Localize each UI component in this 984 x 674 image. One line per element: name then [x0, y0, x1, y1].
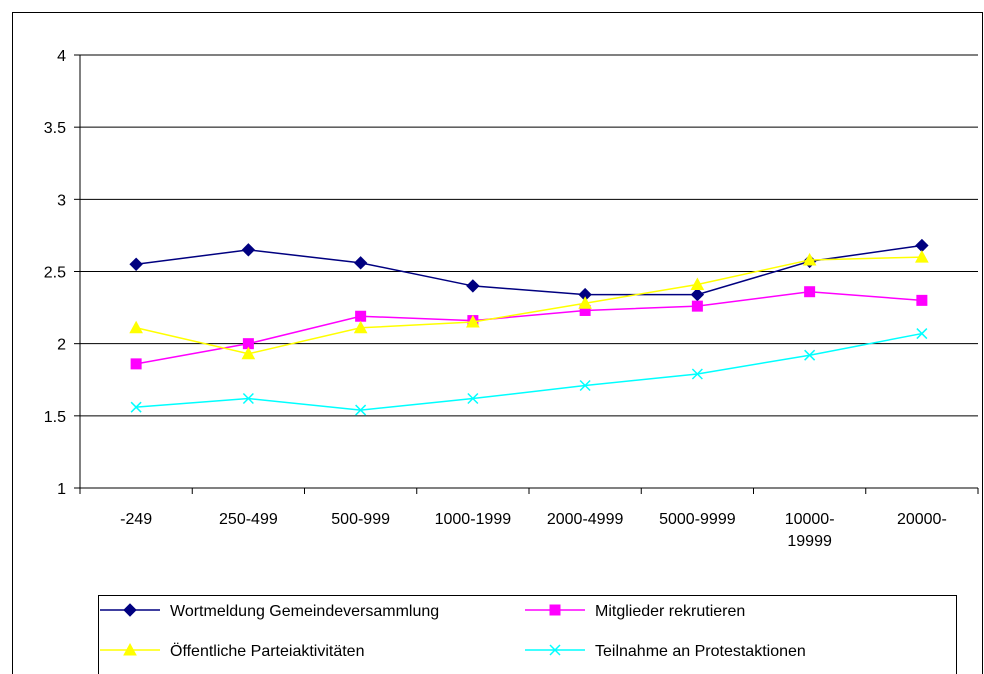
marker — [915, 250, 929, 263]
legend-label: Mitglieder rekrutieren — [595, 603, 745, 620]
marker — [123, 603, 137, 617]
marker — [242, 392, 254, 405]
marker — [241, 243, 256, 257]
marker — [549, 604, 561, 616]
marker — [804, 286, 816, 298]
y-tick-label: 2 — [57, 337, 66, 354]
marker — [353, 256, 368, 270]
marker — [353, 320, 368, 334]
legend-label: Wortmeldung Gemeindeversammlung — [170, 603, 439, 620]
marker — [578, 296, 592, 309]
marker — [129, 257, 143, 271]
marker — [130, 401, 142, 413]
series-line — [135, 256, 922, 355]
legend-box — [98, 595, 957, 674]
marker — [467, 392, 479, 405]
y-tick-label: 2.5 — [44, 265, 66, 282]
y-tick-label: 4 — [57, 48, 66, 65]
marker — [123, 642, 137, 656]
marker — [691, 368, 703, 380]
marker — [241, 346, 256, 360]
marker — [129, 320, 143, 334]
marker — [804, 349, 816, 361]
y-tick-label: 3.5 — [44, 120, 66, 137]
marker — [916, 328, 928, 340]
x-tick-label: 250-499 — [219, 511, 278, 528]
marker — [579, 379, 591, 392]
marker — [691, 300, 703, 312]
marker — [466, 279, 480, 293]
marker — [802, 252, 817, 266]
y-tick-label: 1.5 — [44, 409, 66, 426]
y-tick-label: 1 — [57, 481, 66, 498]
marker — [916, 294, 928, 306]
marker — [130, 358, 142, 370]
y-tick-label: 3 — [57, 192, 66, 209]
x-tick-label: 5000-9999 — [659, 511, 736, 528]
x-tick-label: 2000-4999 — [547, 511, 624, 528]
x-tick-label: -249 — [120, 511, 152, 528]
series-line — [135, 290, 922, 365]
series-line — [136, 332, 923, 411]
x-tick-label: 20000- — [897, 511, 947, 528]
x-tick-label: 500-999 — [331, 511, 390, 528]
marker — [549, 644, 561, 656]
marker — [466, 314, 480, 328]
x-tick-label: 1000-1999 — [435, 511, 512, 528]
marker — [690, 287, 705, 302]
legend-label: Teilnahme an Protestaktionen — [595, 643, 806, 660]
series-line — [136, 244, 922, 296]
marker — [355, 310, 367, 322]
marker — [355, 404, 367, 416]
legend-label: Öffentliche Parteiaktivitäten — [170, 642, 364, 660]
marker — [690, 277, 705, 290]
x-tick-label: 10000-19999 — [785, 511, 835, 550]
